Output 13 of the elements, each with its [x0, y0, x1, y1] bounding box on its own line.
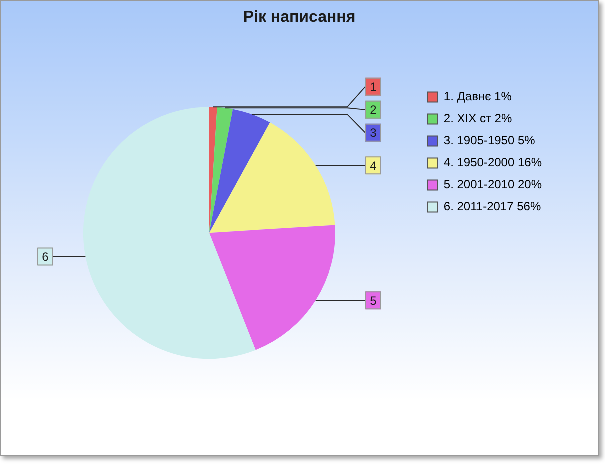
- text: 6: [42, 250, 50, 264]
- legend-label: 4. 1950-2000 16%: [444, 156, 542, 170]
- legend-label: 3. 1905-1950 5%: [444, 134, 536, 148]
- legend-label: 6. 2011-2017 56%: [444, 200, 542, 214]
- text: 5: [370, 294, 378, 308]
- legend-label: 2. XIX ст 2%: [444, 112, 512, 126]
- text: 4: [370, 158, 378, 173]
- legend-label: 1. Давнє 1%: [444, 90, 512, 104]
- text: 3: [370, 126, 378, 140]
- text: 2: [370, 103, 378, 118]
- legend-label: 5. 2001-2010 20%: [444, 178, 542, 192]
- chart-title: Рік написання: [243, 9, 356, 26]
- text: 1: [370, 80, 378, 94]
